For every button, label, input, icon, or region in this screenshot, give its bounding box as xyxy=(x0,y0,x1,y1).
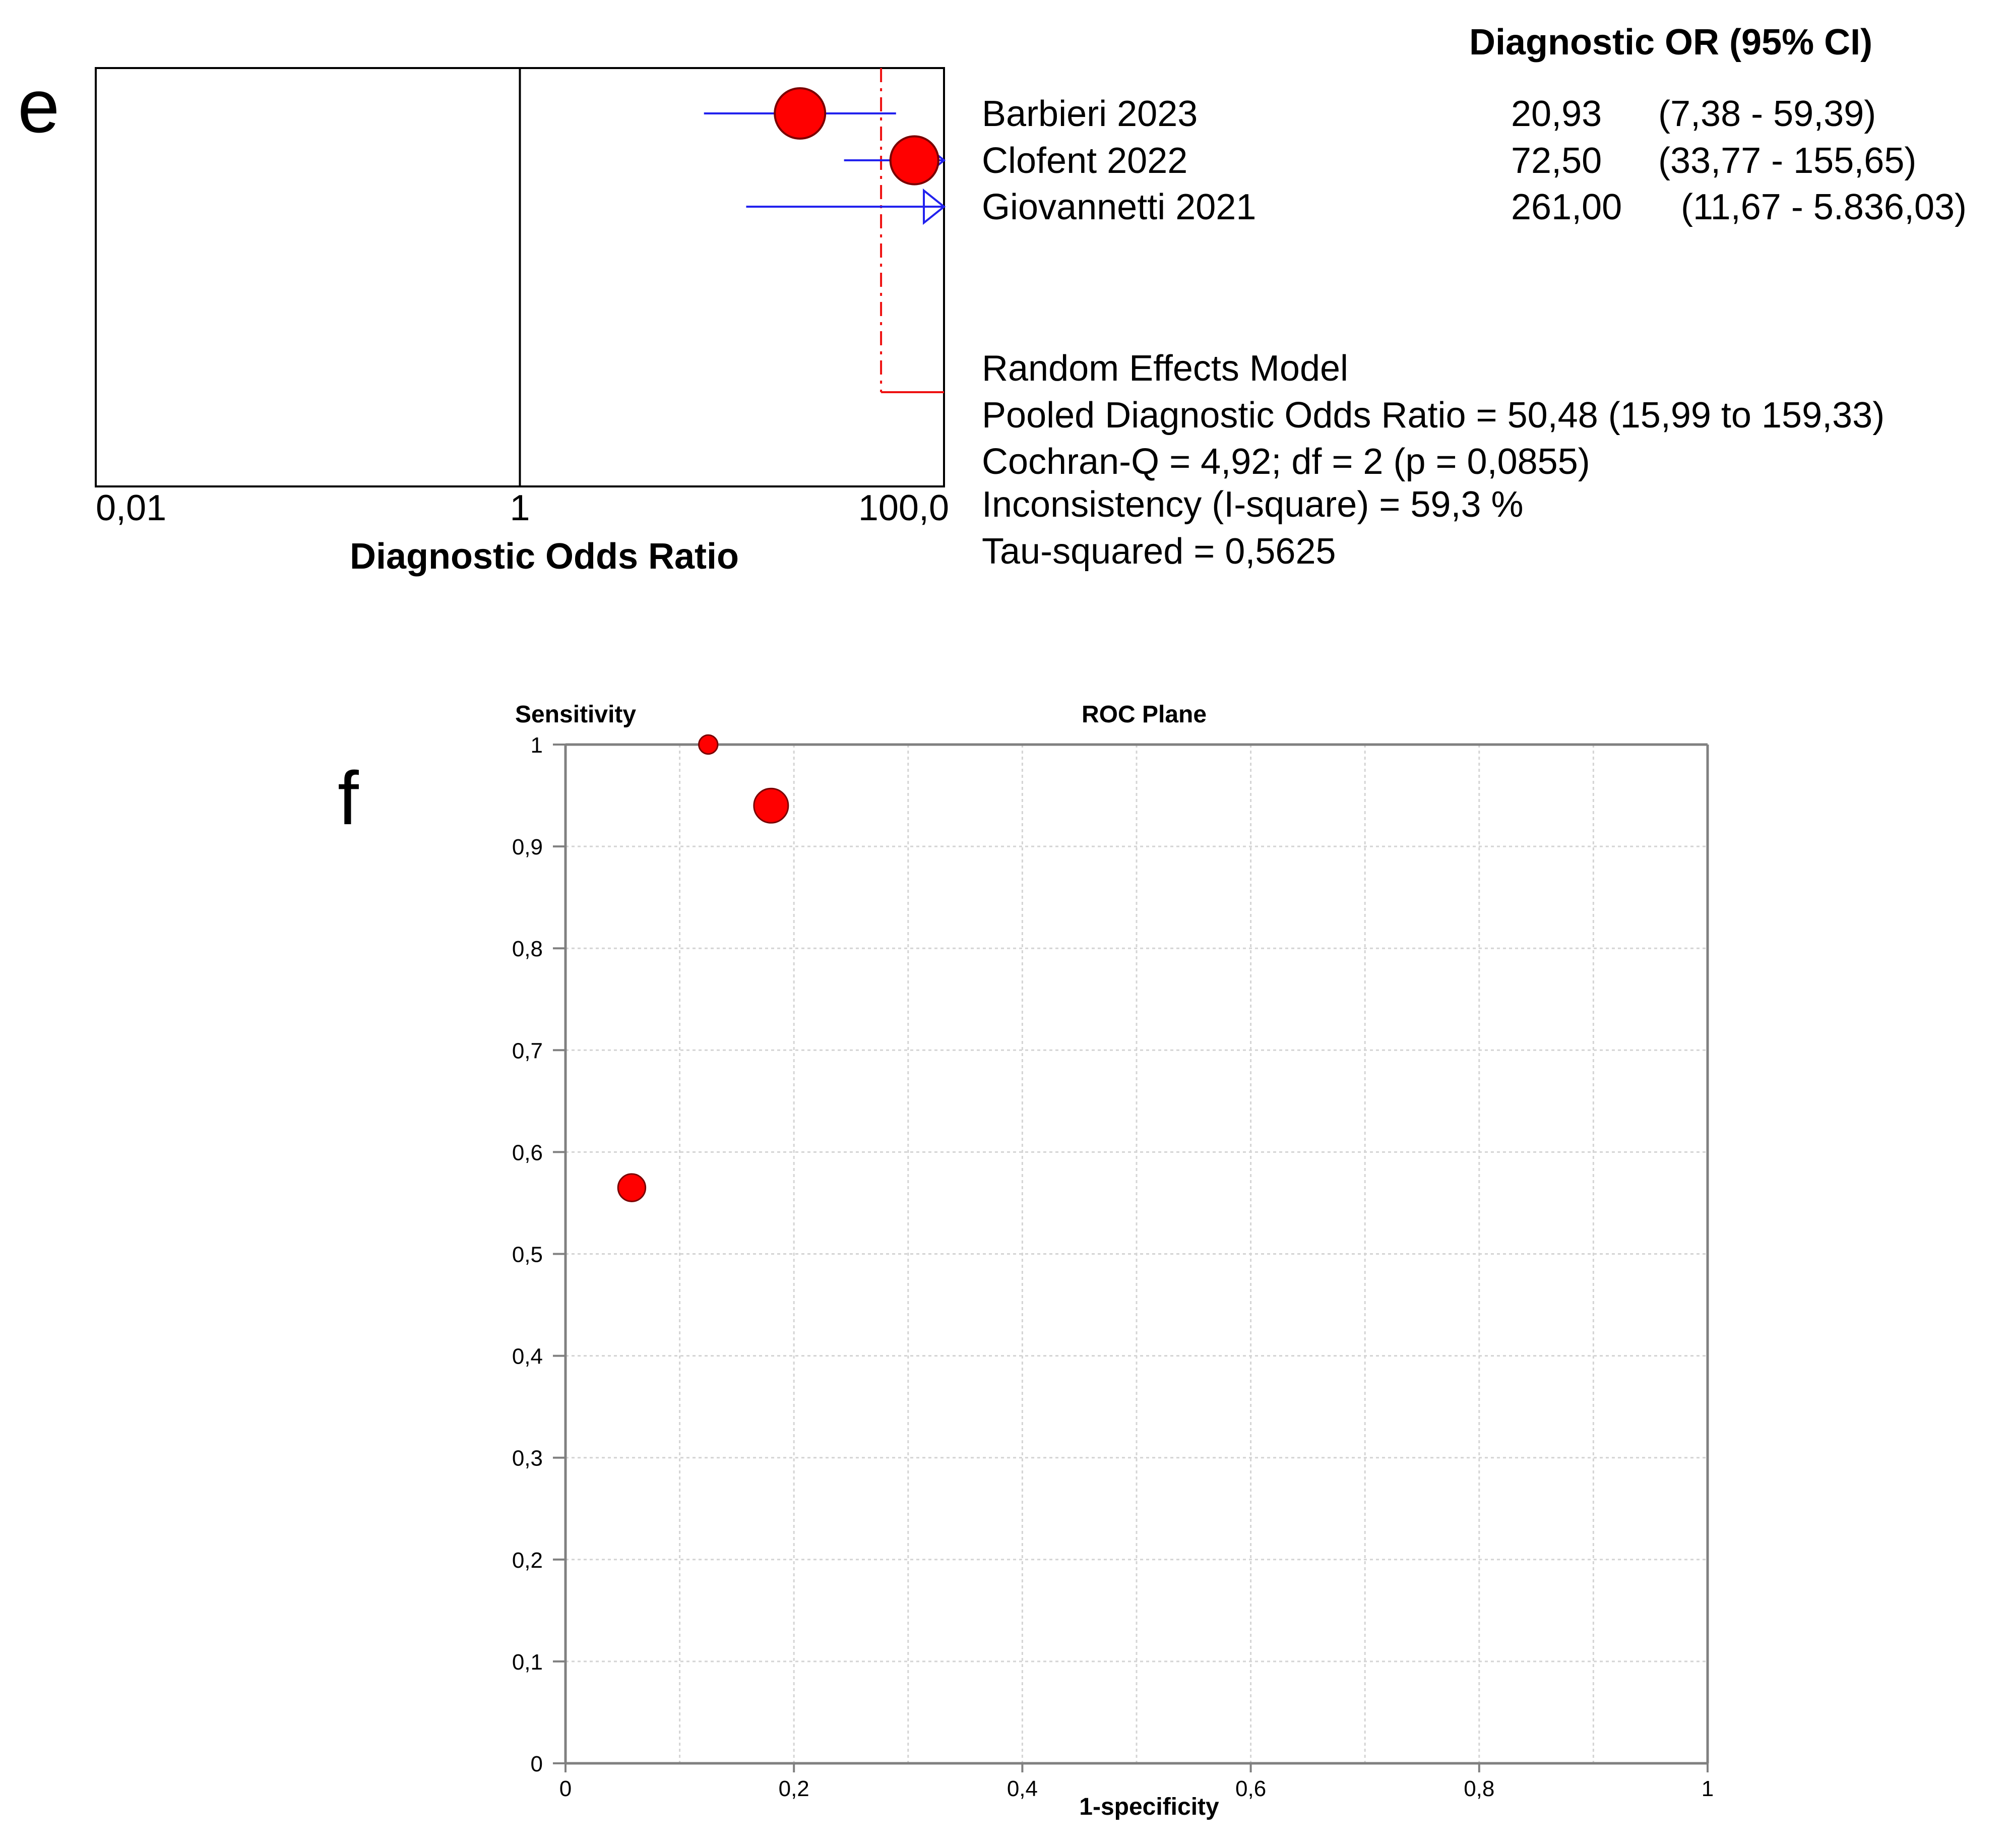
forest-tick-label: 0,01 xyxy=(96,488,166,528)
roc-point xyxy=(753,787,789,824)
summary-line: Random Effects Model xyxy=(982,348,1348,389)
y-tick-label: 0 xyxy=(531,1752,543,1776)
panel-label-e: e xyxy=(18,64,59,148)
y-tick-label: 0,8 xyxy=(512,937,543,961)
study-ci: (33,77 - 155,65) xyxy=(1658,141,1916,181)
forest-plot: 0,01 1 100,0 Diagnostic Odds Ratio Diagnos… xyxy=(95,22,1967,577)
y-tick-label: 0,4 xyxy=(512,1344,543,1369)
roc-title: ROC Plane xyxy=(1082,701,1207,728)
summary-line: Pooled Diagnostic Odds Ratio = 50,48 (15… xyxy=(982,395,1885,436)
pooled-estimate xyxy=(880,68,944,393)
ci-arrow xyxy=(923,188,946,225)
y-tick-label: 0,5 xyxy=(512,1243,543,1267)
forest-x-axis-label: Diagnostic Odds Ratio xyxy=(350,536,739,577)
forest-x-ticks: 0,01 1 100,0 xyxy=(96,488,949,528)
study-name: Clofent 2022 xyxy=(982,141,1187,181)
x-tick-label: 0 xyxy=(559,1776,572,1801)
study-ci: (11,67 - 5.836,03) xyxy=(1681,187,1967,227)
y-tick-label: 0,1 xyxy=(512,1650,543,1675)
y-tick-label: 0,3 xyxy=(512,1446,543,1471)
roc-point xyxy=(617,1173,647,1202)
summary-line: Cochran-Q = 4,92; df = 2 (p = 0,0855) xyxy=(982,442,1590,482)
study-dor: 261,00 xyxy=(1511,187,1622,227)
forest-plot-area xyxy=(95,67,946,487)
study-point xyxy=(774,87,827,140)
study-table: Barbieri 2023 20,93 (7,38 - 59,39) Clofent … xyxy=(982,94,1967,227)
x-tick-label: 0,6 xyxy=(1235,1776,1266,1801)
y-tick-label: 1 xyxy=(531,733,543,758)
study-name: Barbieri 2023 xyxy=(982,94,1198,134)
forest-tick-label: 100,0 xyxy=(858,488,949,528)
study-ci: (7,38 - 59,39) xyxy=(1658,94,1876,134)
roc-grid xyxy=(566,745,1708,1763)
forest-tick-label: 1 xyxy=(510,488,530,528)
column-header: Diagnostic OR (95% CI) xyxy=(1469,22,1872,63)
roc-plane-chart: ROC Plane Sensitivity 1-specificity 0 0,2… xyxy=(512,701,1714,1820)
study-dor: 20,93 xyxy=(1511,94,1602,134)
roc-y-axis-label: Sensitivity xyxy=(515,701,636,728)
y-tick-label: 0,9 xyxy=(512,835,543,859)
panel-label-f: f xyxy=(338,756,359,840)
y-tick-label: 0,6 xyxy=(512,1140,543,1165)
summary-line: Tau-squared = 0,5625 xyxy=(982,531,1336,572)
roc-x-axis-label: 1-specificity xyxy=(1079,1794,1219,1820)
study-name: Giovannetti 2021 xyxy=(982,187,1256,227)
summary-statistics: Random Effects Model Pooled Diagnostic Od… xyxy=(982,348,1885,572)
study-point xyxy=(889,135,939,186)
roc-points xyxy=(617,734,789,1202)
summary-line: Inconsistency (I-square) = 59,3 % xyxy=(982,484,1524,525)
x-tick-label: 1 xyxy=(1702,1776,1714,1801)
y-tick-label: 0,2 xyxy=(512,1548,543,1573)
x-tick-label: 0,4 xyxy=(1007,1776,1038,1801)
study-marks xyxy=(704,87,946,225)
y-tick-label: 0,7 xyxy=(512,1038,543,1063)
x-tick-label: 0,2 xyxy=(779,1776,809,1801)
roc-point xyxy=(698,734,719,755)
x-tick-label: 0,8 xyxy=(1464,1776,1494,1801)
roc-ticks: 0 0,2 0,4 0,6 0,8 1 0 0,1 0,2 0,3 0,4 0,5 0,6 0,7 0,8 0… xyxy=(512,733,1714,1801)
study-dor: 72,50 xyxy=(1511,141,1602,181)
